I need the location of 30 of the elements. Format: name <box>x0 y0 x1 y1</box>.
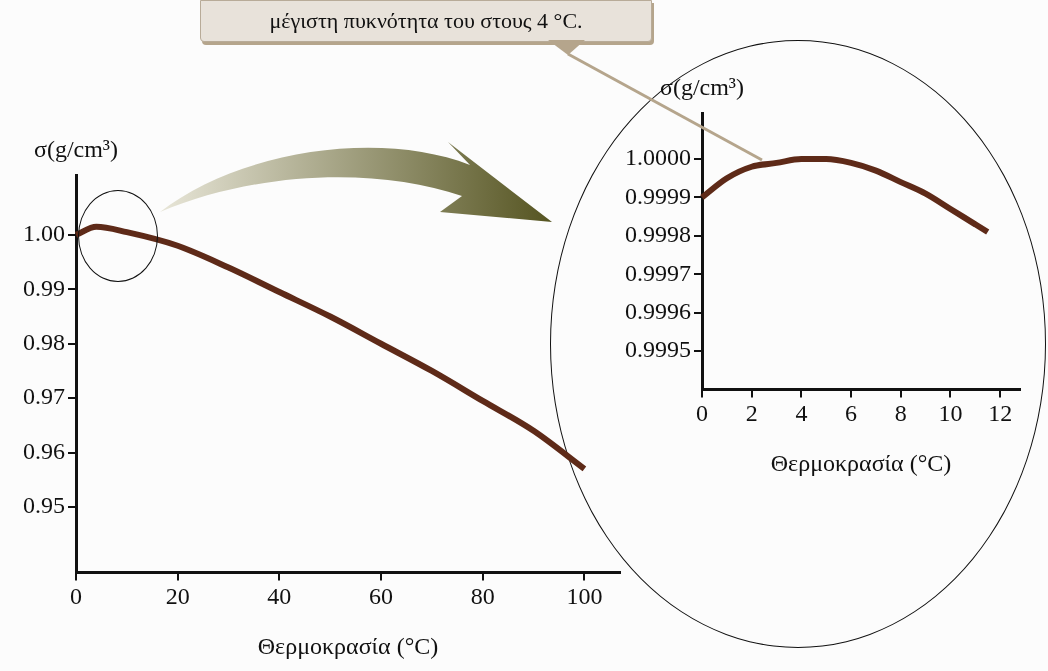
x-tick-label: 2 <box>745 400 758 427</box>
x-tick-label: 60 <box>369 583 394 610</box>
y-tick-label: 1.00 <box>23 220 65 247</box>
text: μέγιστη πυκνότητα του στους 4 °C. <box>200 0 652 42</box>
y-tick-label: 0.9998 <box>625 221 691 248</box>
x-axis-title: Θερμοκρασία (°C) <box>770 449 952 476</box>
y-tick-label: 0.99 <box>23 274 65 301</box>
y-tick-label: 0.9996 <box>625 297 691 324</box>
x-tick-label: 10 <box>938 400 963 427</box>
x-tick-label: 40 <box>267 583 292 610</box>
y-tick-label: 0.98 <box>23 329 65 356</box>
y-axis-title: σ(g/cm³) <box>659 74 745 101</box>
y-tick-label: 0.9995 <box>625 336 691 363</box>
y-tick-label: 1.0000 <box>625 144 691 171</box>
x-tick-label: 0 <box>696 400 708 427</box>
x-tick-label: 6 <box>845 400 858 427</box>
y-tick-label: 0.9997 <box>625 259 691 286</box>
y-axis-title: σ(g/cm³) <box>33 136 119 163</box>
y-tick-label: 0.95 <box>23 492 65 519</box>
y-tick-label: 0.9999 <box>625 182 691 209</box>
x-axis-title: Θερμοκρασία (°C) <box>257 632 439 659</box>
x-tick-label: 4 <box>795 400 808 427</box>
x-tick-label: 80 <box>470 583 495 610</box>
x-tick-label: 8 <box>894 400 907 427</box>
x-tick-label: 0 <box>70 583 82 610</box>
y-tick-label: 0.96 <box>23 437 65 464</box>
x-tick-label: 12 <box>988 400 1013 427</box>
x-tick-label: 100 <box>566 583 603 610</box>
y-tick-label: 0.97 <box>23 383 65 410</box>
x-tick-label: 20 <box>165 583 190 610</box>
